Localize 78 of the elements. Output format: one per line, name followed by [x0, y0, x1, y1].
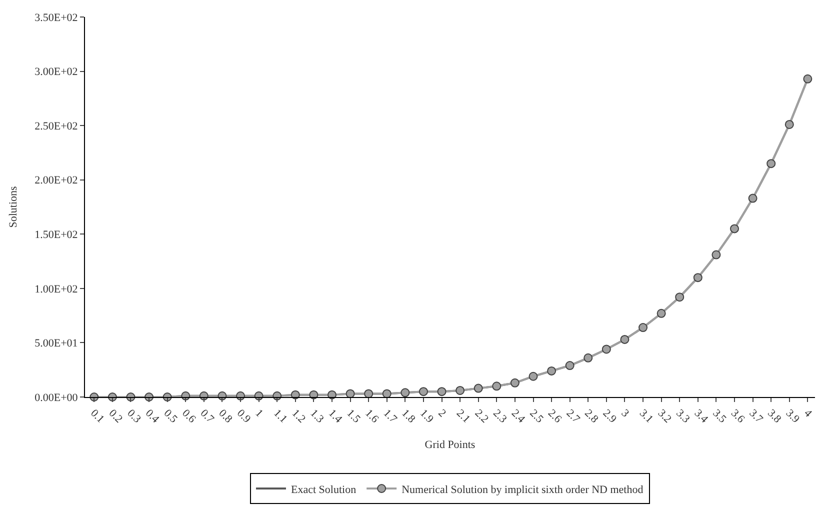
- point: [474, 384, 483, 393]
- point: [364, 389, 374, 398]
- point: [382, 389, 392, 398]
- point: [620, 334, 630, 344]
- x-tick-label: 1.8: [399, 407, 418, 426]
- point: [784, 120, 794, 129]
- x-tick-label: 1.1: [271, 407, 290, 426]
- point: [656, 308, 666, 318]
- x-tick-label: 0.8: [216, 407, 235, 426]
- x-tick-label: 1: [252, 407, 266, 420]
- point: [803, 74, 812, 84]
- x-tick-label: 2.7: [564, 407, 582, 426]
- x-tick-label: 3.7: [746, 407, 766, 426]
- x-axis-title: Grid Points: [424, 438, 476, 451]
- x-tick-label: 2.3: [490, 407, 510, 426]
- x-tick-label: 3.6: [728, 407, 748, 426]
- point: [675, 292, 684, 302]
- x-tick-label: 2.6: [546, 407, 564, 426]
- x-tick-label: 1.6: [362, 407, 382, 426]
- x-tick-label: 0.2: [106, 407, 125, 426]
- point: [346, 389, 355, 398]
- x-tick-label: 3.3: [674, 407, 692, 426]
- point: [693, 273, 702, 282]
- x-tick-label: 1.3: [308, 407, 326, 426]
- x-tick-label: 2.8: [582, 407, 601, 426]
- y-axis-title: Solutions: [7, 186, 20, 228]
- x-tick-label: 3.9: [783, 407, 802, 426]
- point: [510, 378, 520, 388]
- x-tick-label: 3.1: [637, 407, 656, 426]
- point: [602, 344, 611, 354]
- x-tick-label: 2.5: [527, 407, 546, 426]
- x-tick-label: 0.5: [161, 407, 180, 426]
- x-tick-label: 3: [618, 407, 632, 420]
- x-tick-label: 0.1: [88, 407, 106, 426]
- point: [565, 361, 574, 370]
- y-tick-label: 3.50E+02: [34, 12, 78, 24]
- y-tick-label: 1.00E+02: [34, 283, 78, 296]
- x-tick-label: 0.4: [143, 407, 162, 426]
- point: [456, 386, 465, 395]
- point: [638, 323, 648, 332]
- point: [547, 366, 556, 376]
- point: [748, 194, 758, 203]
- x-tick-label: 3.8: [765, 407, 784, 426]
- x-tick-label: 3.4: [692, 407, 710, 426]
- legend-label: Numerical Solution by implicit sixth order ND method: [402, 484, 644, 496]
- y-tick-label: 0.00E+00: [34, 392, 78, 404]
- y-tick-label: 5.00E+01: [34, 338, 78, 350]
- point: [712, 250, 721, 260]
- x-tick-label: 1.4: [326, 407, 345, 426]
- point: [400, 388, 410, 398]
- x-tick-label: 0.6: [180, 407, 198, 426]
- y-tick-label: 2.00E+02: [34, 174, 78, 187]
- point: [528, 372, 538, 381]
- y-tick-label: 1.50E+02: [34, 228, 78, 241]
- x-tick-label: 2.4: [508, 407, 528, 426]
- point: [418, 387, 428, 396]
- point: [766, 159, 776, 168]
- x-tick-label: 2.1: [454, 407, 472, 426]
- y-tick-label: 2.50E+02: [34, 120, 78, 132]
- point: [492, 382, 502, 391]
- x-tick-label: 1.7: [380, 407, 400, 426]
- x-tick-label: 0.9: [234, 407, 254, 426]
- legend-label: Exact Solution: [291, 484, 357, 496]
- x-tick-label: 2: [436, 407, 448, 420]
- point: [437, 387, 446, 396]
- x-tick-label: 3.2: [655, 407, 674, 426]
- point: [584, 353, 593, 362]
- y-tick-label: 3.00E+02: [34, 66, 78, 78]
- x-tick-label: 1.9: [417, 407, 436, 426]
- x-tick-label: 1.2: [289, 407, 308, 426]
- x-tick-label: 0.3: [124, 407, 144, 426]
- x-tick-label: 2.9: [600, 407, 619, 426]
- x-tick-label: 2.2: [472, 407, 491, 426]
- x-tick-label: 1.5: [344, 407, 363, 426]
- x-tick-label: 3.5: [710, 407, 729, 426]
- point: [730, 224, 739, 234]
- x-tick-label: 4: [802, 407, 814, 420]
- x-tick-label: 0.7: [198, 407, 216, 426]
